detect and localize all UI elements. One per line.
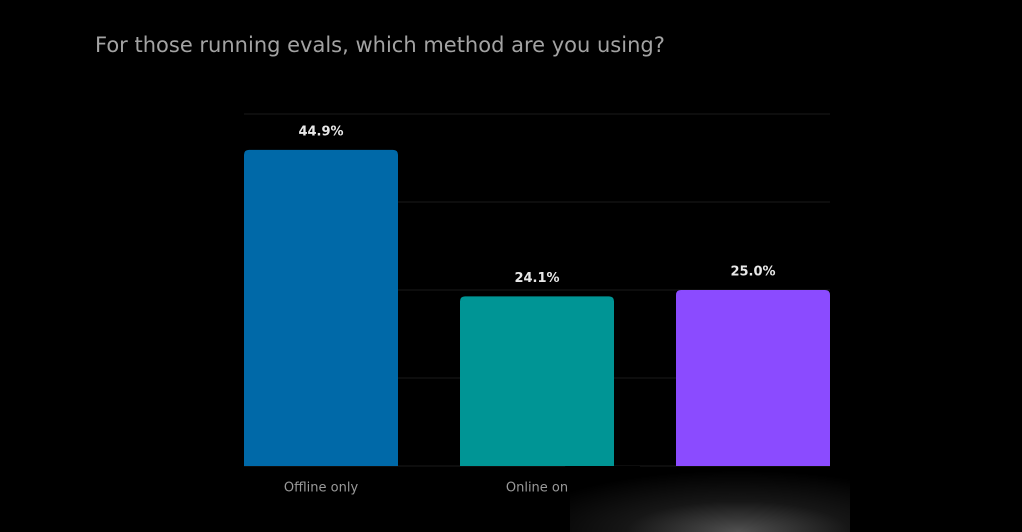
- overlay: [565, 455, 850, 532]
- glow: [570, 455, 850, 532]
- bar: [676, 290, 830, 466]
- chart-title: For those running evals, which method ar…: [95, 33, 665, 57]
- plot-area: 44.9% Offline only 24.1% Online on 25.0%: [244, 113, 830, 496]
- value-label: 44.9%: [298, 124, 343, 139]
- x-tick-label: Offline only: [284, 481, 359, 496]
- value-label: 24.1%: [514, 271, 559, 286]
- value-label: 25.0%: [730, 265, 775, 280]
- x-tick-label: Online on: [506, 481, 568, 496]
- bar: [460, 296, 614, 466]
- bar: [244, 149, 398, 467]
